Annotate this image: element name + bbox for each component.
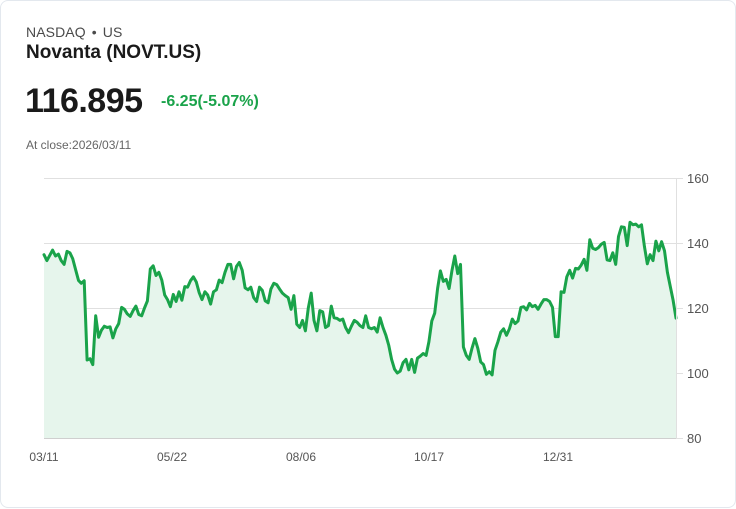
price-area-fill [44,222,676,438]
y-tick-label: 160 [687,171,709,186]
close-date: At close:2026/03/11 [26,138,132,152]
exchange-line: NASDAQ • US [26,24,122,40]
region: US [102,24,123,40]
y-tick-label: 120 [687,301,709,316]
x-tick-label: 05/22 [157,450,187,464]
y-axis-ticks: 160 140 120 100 80 [687,171,709,446]
x-tick-label: 08/06 [286,450,316,464]
price-line [42,220,678,377]
y-tick-label: 80 [687,431,701,446]
exchange-name: NASDAQ [26,24,86,40]
stock-title: Novanta (NOVT.US) [26,42,202,63]
x-tick-label: 12/31 [543,450,573,464]
price-change: -6.25(-5.07%) [161,93,259,110]
x-tick-label: 03/11 [29,450,58,464]
x-tick-label: 10/17 [414,450,444,464]
x-axis-ticks: 03/11 05/22 08/06 10/17 12/31 [29,450,573,464]
y-tick-label: 140 [687,236,709,251]
current-price: 116.895 [25,82,143,120]
y-tick-label: 100 [687,366,709,381]
separator-dot: • [91,24,97,40]
